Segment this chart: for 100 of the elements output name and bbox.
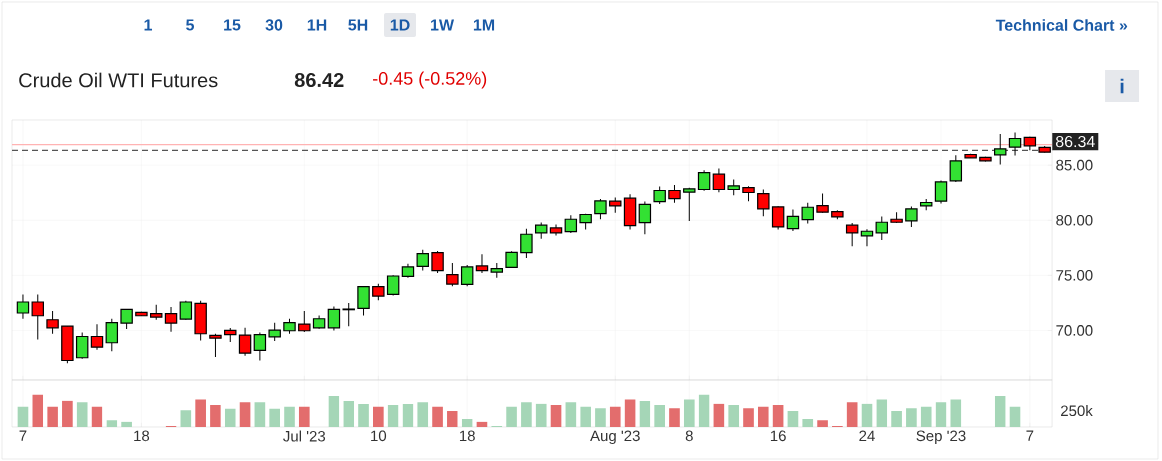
bar: [861, 403, 873, 427]
bar: [1009, 406, 1021, 427]
bar: [17, 406, 29, 427]
bar: [62, 400, 73, 427]
text: i: [1120, 78, 1124, 94]
candlestick: [786, 209, 800, 232]
x-tick-label: Jul '23: [283, 430, 326, 442]
bar: [535, 403, 547, 427]
candlestick: [209, 333, 222, 358]
bar: [521, 402, 532, 427]
text: 1: [144, 19, 153, 31]
bar: [432, 406, 443, 427]
candlestick: [253, 331, 267, 361]
candlestick: [298, 310, 311, 333]
bar: [609, 406, 621, 427]
bar: [254, 402, 266, 427]
candlestick: [446, 262, 459, 287]
bar: [284, 406, 295, 427]
bar: [906, 408, 917, 427]
bar: [343, 401, 355, 427]
x-tick-label: 10: [371, 430, 387, 442]
bar: [994, 395, 1006, 427]
bar: [891, 411, 902, 427]
bar: [624, 399, 636, 427]
bar: [476, 421, 488, 427]
bar: [506, 406, 517, 427]
candlestick: [697, 169, 711, 192]
candlestick: [520, 228, 533, 259]
text: 1H: [307, 19, 327, 31]
bar: [802, 418, 814, 427]
candlestick: [1008, 131, 1022, 156]
candlestick: [683, 187, 696, 222]
bar: [121, 421, 132, 427]
candlestick: [46, 310, 59, 335]
chart-title: Crude Oil WTI Futures: [19, 72, 218, 88]
x-tick-label: 7: [19, 430, 27, 441]
bar: [846, 402, 858, 427]
candlestick: [934, 179, 948, 205]
y-tick-label: 75.00: [1056, 270, 1093, 281]
candlestick: [460, 264, 474, 287]
bar: [298, 406, 310, 427]
text: 15: [224, 19, 241, 31]
bar: [743, 408, 754, 427]
bar: [373, 406, 384, 427]
text: -0.45 (-0.52%): [373, 71, 487, 89]
bar: [728, 404, 740, 427]
candlestick: [105, 318, 119, 352]
bar: [328, 395, 340, 427]
bar: [402, 403, 414, 427]
bar: [876, 399, 888, 427]
bar: [817, 420, 828, 427]
text: 5H: [348, 19, 368, 31]
candlestick: [801, 202, 814, 225]
candlestick: [860, 228, 874, 247]
bar: [935, 402, 947, 427]
candlestick: [16, 293, 30, 320]
x-tick-label: Sep '23: [916, 430, 966, 445]
text: 250k: [1061, 405, 1093, 417]
bar: [580, 406, 591, 427]
bar: [195, 399, 206, 427]
x-tick-label: 16: [770, 430, 786, 442]
bar: [106, 420, 118, 427]
candlestick: [594, 198, 607, 220]
bar: [447, 411, 458, 427]
y-tick-label: 80.00: [1056, 214, 1093, 226]
x-tick-label: 24: [859, 430, 875, 442]
x-tick-label: 7: [1026, 430, 1034, 441]
text: 1M: [473, 19, 495, 31]
candlestick: [875, 216, 889, 241]
chart-subtitle: 86.42: [294, 72, 344, 88]
bar: [358, 403, 369, 427]
x-tick-label: 18: [134, 430, 150, 442]
bar: [224, 408, 236, 427]
candlestick: [638, 201, 652, 235]
text: 1D: [390, 19, 410, 31]
x-tick-label: Aug '23: [590, 430, 640, 445]
bar: [269, 408, 281, 427]
bar: [47, 406, 58, 427]
ref-line-label: 86.34: [1055, 135, 1095, 148]
text: 1W: [431, 19, 455, 31]
bar: [639, 401, 651, 427]
bar: [461, 418, 473, 427]
text: Technical Chart »: [995, 19, 1128, 31]
candlestick: [120, 308, 133, 330]
y-tick-label: 70.00: [1056, 325, 1093, 336]
bar: [239, 402, 251, 427]
bar: [950, 399, 962, 427]
bar: [550, 404, 562, 427]
candlestick: [757, 189, 770, 217]
candlestick: [75, 331, 89, 360]
candlestick: [342, 302, 355, 327]
candlestick: [90, 323, 104, 351]
candlestick: [327, 305, 341, 331]
candlestick: [905, 206, 918, 228]
candlestick: [431, 250, 444, 274]
bar: [757, 406, 769, 427]
candlestick: [845, 222, 859, 247]
y-tick-label: 85.00: [1056, 159, 1093, 171]
bar: [565, 402, 577, 427]
bar: [669, 408, 680, 427]
